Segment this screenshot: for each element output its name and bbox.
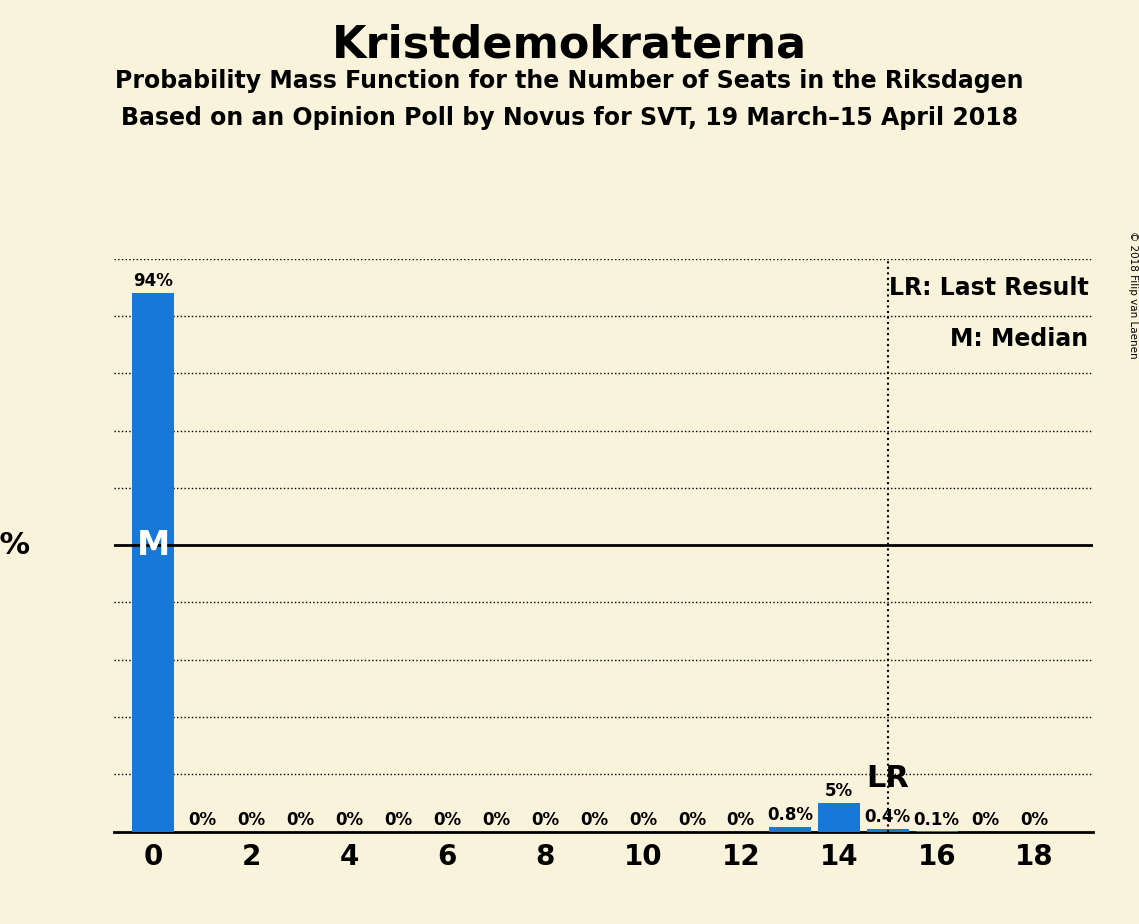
Text: 0%: 0% <box>335 811 363 830</box>
Bar <box>867 830 909 832</box>
Text: 0%: 0% <box>237 811 265 830</box>
Text: 0%: 0% <box>433 811 461 830</box>
Text: 0%: 0% <box>1021 811 1049 830</box>
Text: 0%: 0% <box>531 811 559 830</box>
Text: Kristdemokraterna: Kristdemokraterna <box>331 23 808 67</box>
Text: 0.4%: 0.4% <box>865 808 911 826</box>
Text: M: Median: M: Median <box>950 327 1089 351</box>
Text: 0%: 0% <box>727 811 755 830</box>
Text: 50%: 50% <box>0 530 31 560</box>
Text: 0%: 0% <box>482 811 510 830</box>
Text: 94%: 94% <box>133 273 173 290</box>
Text: LR: Last Result: LR: Last Result <box>888 276 1089 300</box>
Text: 0%: 0% <box>678 811 706 830</box>
Text: 0%: 0% <box>629 811 657 830</box>
Bar <box>818 803 860 832</box>
Text: 0.8%: 0.8% <box>767 806 813 824</box>
Text: LR: LR <box>867 763 909 793</box>
Bar <box>132 293 174 832</box>
Text: 0%: 0% <box>286 811 314 830</box>
Text: M: M <box>137 529 170 562</box>
Text: Based on an Opinion Poll by Novus for SVT, 19 March–15 April 2018: Based on an Opinion Poll by Novus for SV… <box>121 106 1018 130</box>
Text: Probability Mass Function for the Number of Seats in the Riksdagen: Probability Mass Function for the Number… <box>115 69 1024 93</box>
Text: 5%: 5% <box>825 782 853 800</box>
Bar <box>769 827 811 832</box>
Text: 0.1%: 0.1% <box>913 811 960 830</box>
Text: 0%: 0% <box>972 811 1000 830</box>
Text: 0%: 0% <box>580 811 608 830</box>
Text: 0%: 0% <box>384 811 412 830</box>
Text: © 2018 Filip van Laenen: © 2018 Filip van Laenen <box>1129 231 1138 359</box>
Text: 0%: 0% <box>188 811 216 830</box>
